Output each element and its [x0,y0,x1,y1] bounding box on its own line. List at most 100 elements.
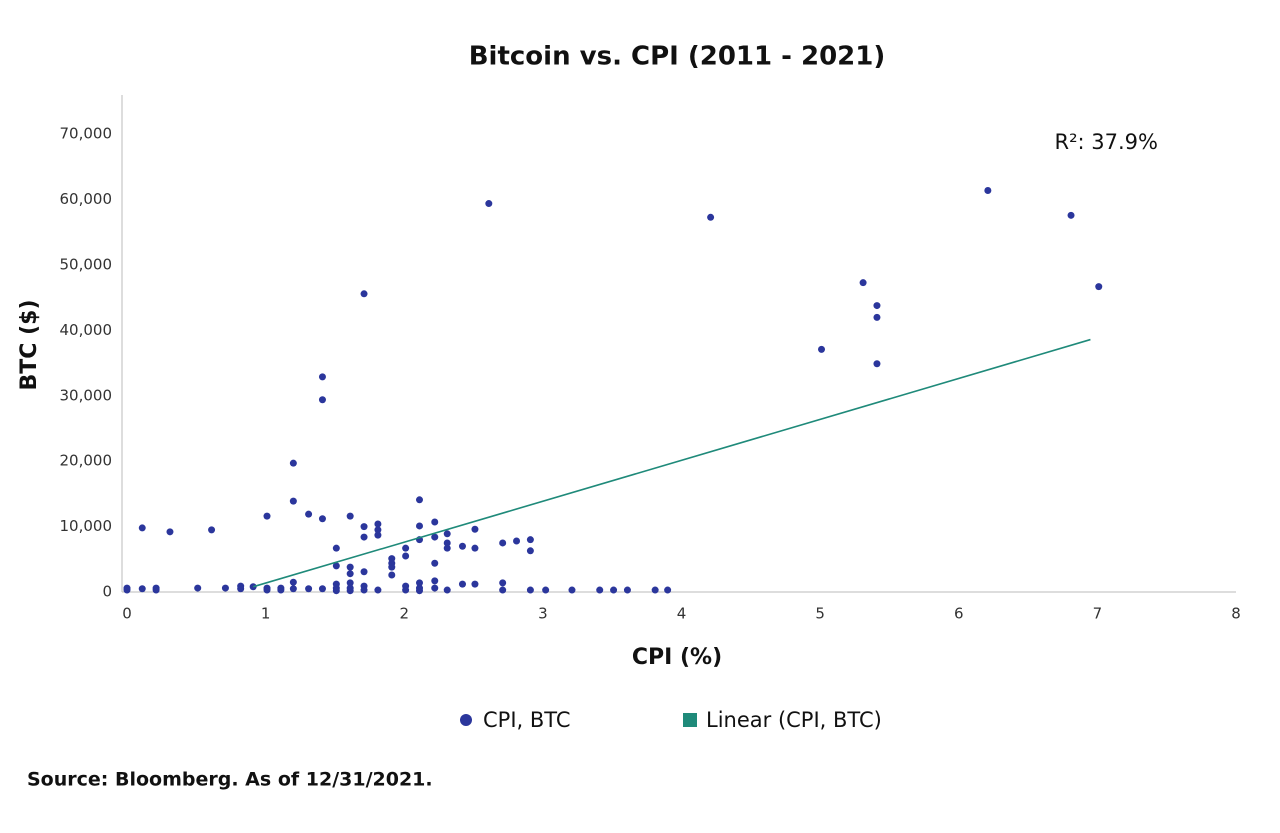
data-point [374,531,382,539]
x-tick-label: 2 [399,605,409,623]
data-point [499,586,507,594]
data-point [471,544,479,552]
x-tick-label: 4 [677,605,687,623]
data-point [526,536,534,544]
data-point [1095,283,1103,291]
data-point [318,515,326,523]
data-point [1067,211,1075,219]
data-point [873,302,881,310]
data-point [123,586,131,594]
data-point [374,520,382,528]
data-point [610,586,618,594]
data-point [194,584,202,592]
data-point [471,580,479,588]
data-point [568,586,576,594]
data-point [458,542,466,550]
data-point [513,537,521,545]
data-point [166,528,174,536]
data-point [443,539,451,547]
data-point [360,533,368,541]
data-point [596,586,604,594]
data-point [431,533,439,541]
data-point [443,544,451,552]
y-axis-title: BTC ($) [17,300,42,391]
x-tick-label: 5 [815,605,825,623]
x-tick-label: 7 [1093,605,1103,623]
x-tick-label: 3 [538,605,548,623]
x-tick-label: 0 [122,605,132,623]
legend-label: Linear (CPI, BTC) [706,708,882,732]
data-point [318,585,326,593]
y-tick-label: 20,000 [60,452,113,470]
data-point [443,530,451,538]
data-point [402,552,410,560]
y-tick-label: 60,000 [60,190,113,208]
y-tick-label: 70,000 [60,125,113,143]
x-axis-title: CPI (%) [632,645,722,670]
data-point [318,373,326,381]
data-point [138,585,146,593]
data-point [277,586,285,594]
data-point [388,571,396,579]
data-point [263,586,271,594]
data-point [346,570,354,578]
data-point [208,526,216,534]
data-point [415,522,423,530]
data-point [431,577,439,585]
data-point [332,587,340,595]
data-point [289,585,297,593]
data-point [318,396,326,404]
annotation: R²: 37.9% [1055,130,1158,154]
data-point [289,497,297,505]
data-point [346,579,354,587]
trend-line [252,338,1091,588]
y-tick-label: 30,000 [60,386,113,404]
data-point [237,585,245,593]
data-point [415,587,423,595]
data-point [346,512,354,520]
data-point [346,587,354,595]
data-point [374,586,382,594]
data-point [707,213,715,221]
data-point [289,578,297,586]
data-point [221,584,229,592]
data-point [873,360,881,368]
data-point [402,586,410,594]
data-point [332,562,340,570]
data-point [415,496,423,504]
data-point [346,563,354,571]
data-point [471,525,479,533]
legend-label: CPI, BTC [483,708,571,732]
data-point [873,313,881,321]
data-point [263,512,271,520]
data-point [360,523,368,531]
data-point [859,279,867,287]
data-point [526,547,534,555]
data-point [623,586,631,594]
data-point [458,580,466,588]
data-point [485,200,493,208]
data-point [443,586,451,594]
data-point [431,559,439,567]
x-tick-label: 1 [261,605,271,623]
data-point [360,290,368,298]
data-point [818,345,826,353]
data-point [360,568,368,576]
data-point [651,586,659,594]
data-point [305,510,313,518]
data-point [542,586,550,594]
x-tick-label: 6 [954,605,964,623]
data-point [138,524,146,532]
x-tick-label: 8 [1231,605,1241,623]
data-point [984,186,992,194]
y-tick-label: 0 [102,583,112,601]
data-point [526,586,534,594]
data-point [152,586,160,594]
legend-marker [683,713,697,727]
data-point [332,544,340,552]
data-point [374,526,382,534]
chart-title: Bitcoin vs. CPI (2011 - 2021) [469,42,886,72]
data-point [360,586,368,594]
source-note: Source: Bloomberg. As of 12/31/2021. [27,769,433,791]
